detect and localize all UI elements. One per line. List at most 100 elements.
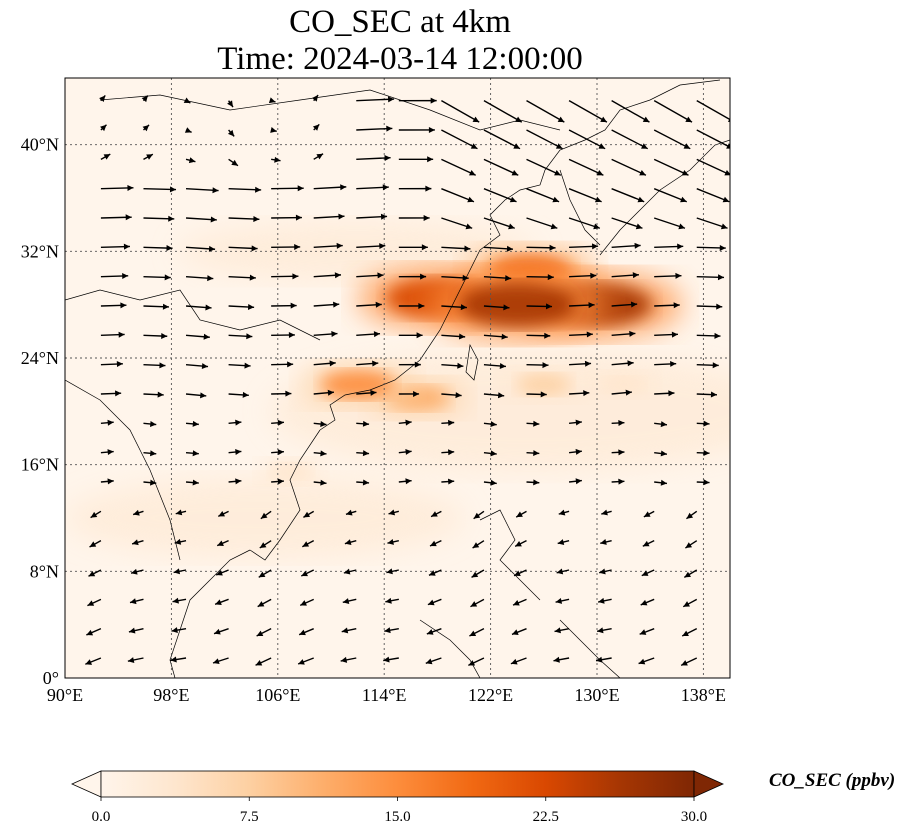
wind-arrow-head [685, 542, 693, 549]
wind-arrow-head [554, 169, 561, 176]
wind-arrow-head [285, 390, 292, 397]
wind-arrow-head [362, 479, 370, 486]
wind-arrow-head [600, 539, 607, 545]
wind-arrow-head [125, 214, 132, 221]
wind-arrow-head [470, 143, 478, 149]
wind-arrow-head [549, 244, 556, 251]
wind-arrow-head [544, 332, 551, 339]
wind-arrow-head [423, 214, 430, 221]
wind-arrow-head [377, 272, 384, 279]
wind-arrow-shaft [611, 158, 647, 176]
wind-arrow-head [150, 450, 157, 457]
wind-arrow-head [717, 274, 725, 281]
wind-arrow-head [127, 184, 134, 191]
wind-arrow-head [320, 421, 327, 428]
wind-arrow-head [166, 245, 173, 252]
wind-arrow-head [373, 331, 381, 338]
wind-arrow-head [120, 302, 127, 309]
wind-arrow-head [425, 658, 433, 665]
x-tick-label: 90°E [47, 685, 83, 705]
wind-arrow-head [203, 333, 210, 340]
chart-title-line1: CO_SEC at 4km [289, 4, 511, 40]
wind-arrow-head [618, 419, 625, 426]
wind-arrow-head [127, 657, 135, 663]
wind-arrow-head [630, 301, 638, 308]
wind-arrow-head [515, 541, 522, 547]
wind-arrow-head [87, 600, 95, 606]
wind-arrow-head [420, 273, 427, 280]
wind-arrow-head [375, 301, 382, 308]
wind-arrow-head [242, 391, 249, 398]
colorbar-min-extend [71, 770, 102, 798]
wind-arrow-head [593, 223, 600, 230]
wind-arrow-head [584, 360, 592, 367]
wind-arrow-shaft [441, 158, 477, 176]
wind-arrow-head [90, 511, 98, 518]
plume-core [270, 463, 312, 480]
wind-arrow-head [338, 213, 345, 220]
wind-arrow-head [554, 627, 561, 634]
wind-arrow-shaft [356, 98, 395, 102]
wind-arrow-head [575, 448, 582, 455]
wind-arrow-head [726, 143, 730, 149]
wind-arrow-head [516, 511, 523, 518]
wind-arrow-head [192, 479, 199, 486]
wind-arrow-head [625, 389, 632, 396]
wind-arrow-head [703, 420, 710, 427]
wind-arrow-head [340, 184, 347, 191]
wind-arrow-head [227, 100, 233, 108]
wind-arrow-head [142, 124, 150, 132]
wind-arrow-head [533, 479, 540, 486]
wind-arrow-head [468, 660, 476, 666]
wind-arrow-head [405, 419, 412, 426]
wind-arrow-head [720, 223, 728, 230]
colorbar-tick-label: 0.0 [92, 809, 111, 825]
wind-arrow-head [497, 392, 505, 399]
wind-arrow-head [727, 118, 730, 122]
wind-vectors [85, 94, 730, 666]
wind-arrow-head [384, 627, 391, 634]
wind-arrow-head [387, 96, 395, 103]
wind-arrow-head [598, 597, 605, 604]
wind-arrow-head [214, 628, 221, 635]
wind-arrow-head [188, 157, 196, 164]
plume-core [602, 376, 645, 393]
wind-arrow-head [416, 332, 423, 339]
y-tick-label: 32°N [21, 241, 59, 261]
wind-arrow-shaft [568, 158, 604, 176]
wind-arrow-head [599, 568, 606, 575]
wind-arrow-head [123, 243, 130, 250]
wind-arrow-head [660, 479, 667, 486]
wind-arrow-head [386, 568, 393, 575]
wind-arrow-head [641, 143, 648, 149]
wind-arrow-head [259, 542, 267, 548]
wind-arrow-head [99, 95, 106, 102]
y-tick-label: 0° [43, 668, 59, 688]
wind-arrow-head [329, 360, 336, 367]
wind-arrow-head [596, 169, 604, 176]
wind-arrow-head [471, 571, 479, 578]
wind-arrow-head [301, 570, 308, 577]
wind-arrow-head [212, 187, 219, 194]
wind-arrow-head [472, 542, 480, 549]
wind-arrow-head [235, 419, 242, 426]
wind-arrow-head [681, 660, 688, 666]
wind-arrow-head [382, 184, 389, 191]
wind-arrow-head [668, 390, 675, 397]
wind-arrow-head [235, 449, 242, 455]
wind-arrow-head [150, 479, 157, 486]
wind-arrow-head [169, 186, 177, 193]
wind-arrow-shaft [483, 129, 521, 150]
wind-arrow-head [341, 627, 349, 634]
colorbar-max-extend [693, 770, 724, 798]
wind-arrow-head [201, 363, 209, 370]
wind-arrow-head [218, 511, 225, 517]
wind-arrow-head [370, 389, 377, 396]
wind-arrow-head [455, 392, 462, 399]
wind-arrow-head [405, 448, 412, 455]
wind-arrow-head [159, 362, 166, 369]
wind-arrow-head [385, 597, 392, 604]
wind-arrow-head [141, 95, 148, 103]
wind-arrow-head [270, 127, 277, 133]
wind-arrow-head [714, 332, 721, 339]
